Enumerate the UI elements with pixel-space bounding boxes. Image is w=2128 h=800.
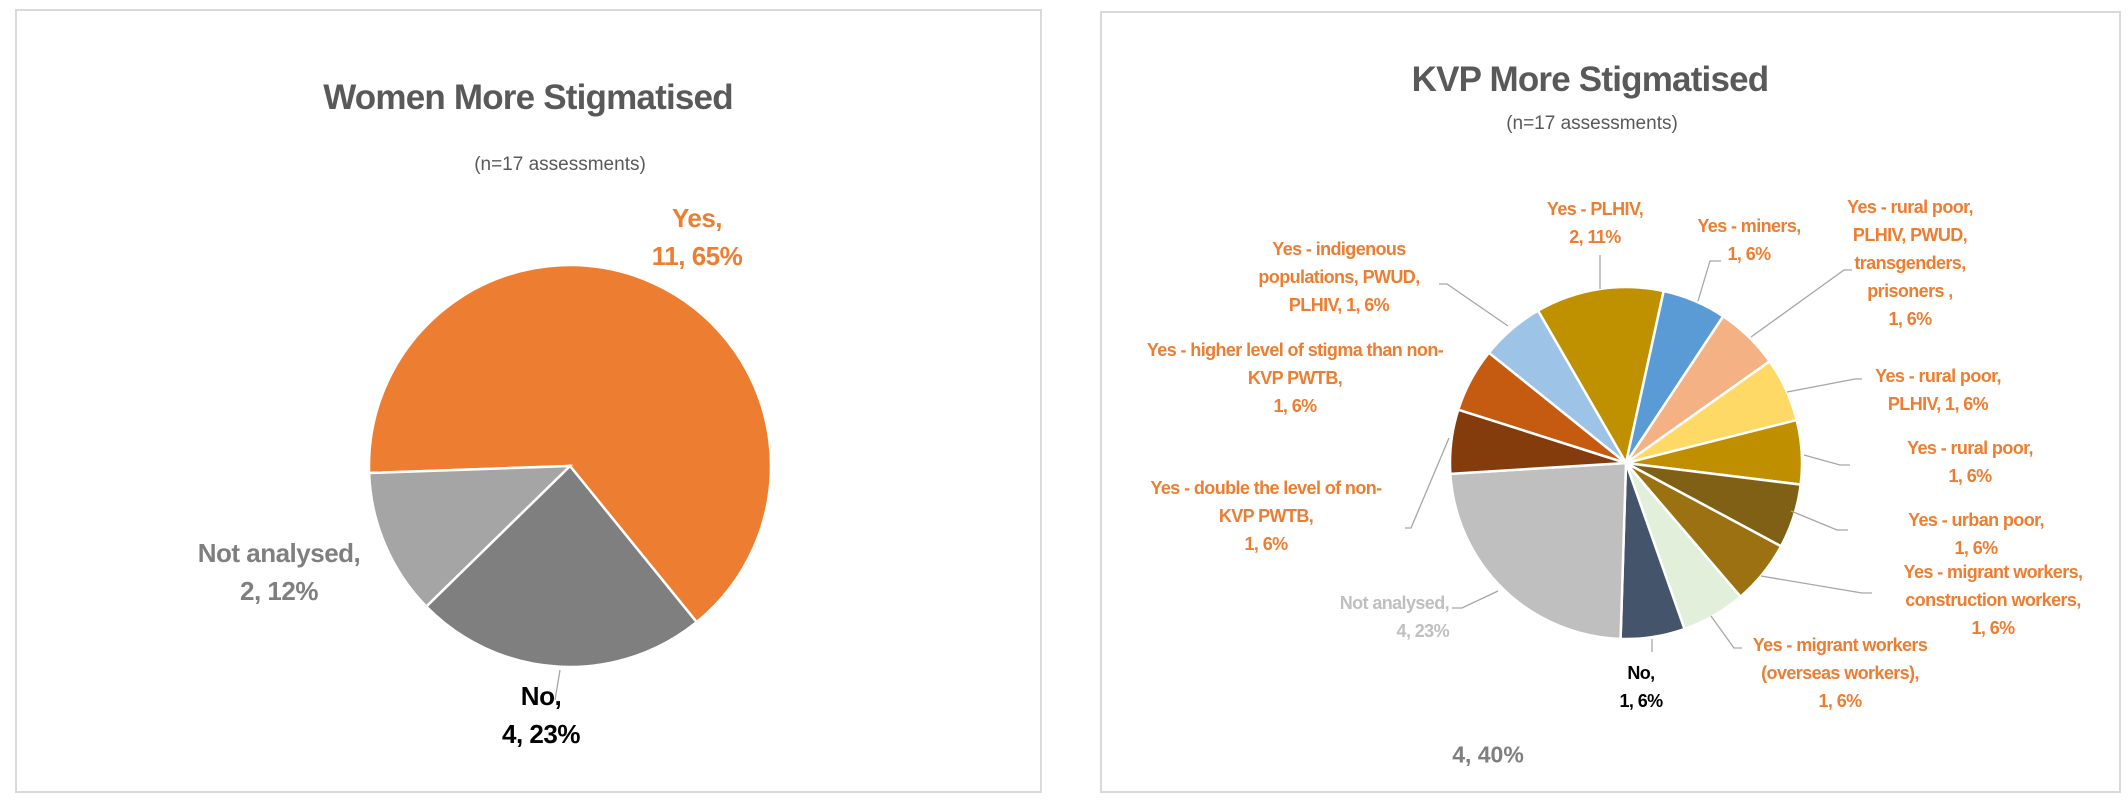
data-label-line: Yes - migrant workers <box>1752 635 1928 655</box>
leader-line <box>1697 260 1721 302</box>
chart-title: Women More Stigmatised <box>323 78 733 117</box>
chart-title: KVP More Stigmatised <box>1411 60 1770 99</box>
leader-line <box>1405 437 1450 529</box>
pie-slice-not-analysed <box>367 464 574 609</box>
data-label-line: 2, 11% <box>1569 227 1621 247</box>
data-label-line: 4, 23% <box>502 719 580 749</box>
leader-line <box>1803 454 1850 466</box>
pie-slice-yes-indigenous-populations-pwud-plhiv <box>1487 308 1628 464</box>
chart-subtitle: (n=17 assessments) <box>1506 113 1678 134</box>
data-label-line: 1, 6% <box>1818 691 1862 711</box>
leader-line <box>554 669 561 701</box>
data-label-line: prisoners , <box>1867 281 1953 301</box>
data-label-line: 4, 23% <box>1396 621 1450 641</box>
pie-0 <box>367 263 773 669</box>
data-label-line: Yes - migrant workers, <box>1903 562 2083 582</box>
data-label: Yes - rural poor, PLHIV, PWUD, transgender… <box>1847 193 1973 333</box>
data-label-line: populations, PWUD, <box>1258 267 1420 287</box>
stray-data-label: 4, 40% <box>1452 741 1524 768</box>
leader-line <box>1452 590 1499 609</box>
data-label-line: KVP PWTB, <box>1247 368 1343 388</box>
data-label-line: 1, 6% <box>1971 618 2015 638</box>
data-label-line: No, <box>1627 663 1655 683</box>
data-label: No, 1, 6% <box>1619 659 1663 715</box>
data-label: Yes - rural poor, PLHIV, 1, 6% <box>1875 362 2001 418</box>
data-label: Yes - miners, 1, 6% <box>1697 212 1801 268</box>
data-label-line: PLHIV, PWUD, <box>1852 225 1968 245</box>
data-label-line: 1, 6% <box>1948 466 1992 486</box>
leader-line <box>1710 615 1742 649</box>
data-label-line: 1, 6% <box>1727 244 1771 264</box>
data-label-line: 1, 6% <box>1244 534 1288 554</box>
pie-1 <box>1448 285 1804 641</box>
data-label-line: Not analysed, <box>197 538 361 568</box>
data-label-line: 1, 6% <box>1954 538 1998 558</box>
data-label-line: Yes, <box>671 203 723 233</box>
data-label-line: Yes - rural poor, <box>1847 197 1973 217</box>
pie-slice-no <box>424 464 699 669</box>
pie-slice-yes <box>367 263 773 624</box>
pie-slice-not-analysed <box>1449 461 1628 641</box>
data-label: Not analysed, 4, 23% <box>1339 589 1450 645</box>
data-label-line: Yes - higher level of stigma than non- <box>1146 340 1444 360</box>
data-label-line: 11, 65% <box>651 241 743 271</box>
leader-line <box>1439 283 1509 327</box>
data-label-line: 2, 12% <box>240 576 318 606</box>
data-label: No, 4, 23% <box>502 677 580 753</box>
leader-line <box>1786 378 1862 393</box>
data-label-line: No, <box>520 681 562 711</box>
leader-lines <box>554 255 1872 701</box>
data-label-line: 1, 6% <box>1888 309 1932 329</box>
chart-subtitle: (n=17 assessments) <box>474 154 646 175</box>
data-label: Yes, 11, 65% <box>651 199 743 275</box>
data-label-line: construction workers, <box>1905 590 2081 610</box>
pie-slice-yes-plhiv <box>1536 285 1666 467</box>
data-label: Not analysed, 2, 12% <box>198 534 361 610</box>
data-label-line: Yes - rural poor, <box>1907 438 2033 458</box>
data-label: Yes - higher level of stigma than non- KV… <box>1146 336 1444 420</box>
data-label: Yes - rural poor, 1, 6% <box>1907 434 2033 490</box>
data-label: Yes - urban poor, 1, 6% <box>1908 506 2044 562</box>
data-label-line: PLHIV, 1, 6% <box>1288 295 1390 315</box>
data-label-line: Yes - indigenous <box>1272 239 1406 259</box>
data-label-line: Yes - double the level of non- <box>1150 478 1382 498</box>
data-label-line: Yes - rural poor, <box>1875 366 2001 386</box>
data-label-line: PLHIV, 1, 6% <box>1887 394 1989 414</box>
leader-line <box>1750 269 1852 338</box>
data-label: Yes - migrant workers (overseas workers),… <box>1752 631 1928 715</box>
data-label: Yes - double the level of non- KVP PWTB, 1… <box>1150 474 1382 558</box>
leader-line <box>1790 510 1848 531</box>
data-label-line: Yes - PLHIV, <box>1546 199 1644 219</box>
data-label-line: KVP PWTB, <box>1218 506 1314 526</box>
data-label-line: Not analysed, <box>1339 593 1450 613</box>
data-label-line: Yes - miners, <box>1697 216 1801 236</box>
data-label: Yes - migrant workers, construction worke… <box>1904 558 2083 642</box>
data-label-line: (overseas workers), <box>1761 663 1919 683</box>
data-label-line: 1, 6% <box>1273 396 1317 416</box>
data-label: Yes - PLHIV, 2, 11% <box>1546 195 1644 251</box>
data-label-line: Yes - urban poor, <box>1908 510 2044 530</box>
leader-line <box>1760 575 1872 594</box>
data-label-line: transgenders, <box>1854 253 1966 273</box>
data-label: Yes - indigenous populations, PWUD, PLHIV,… <box>1258 235 1420 319</box>
data-label-line: 1, 6% <box>1619 691 1663 711</box>
